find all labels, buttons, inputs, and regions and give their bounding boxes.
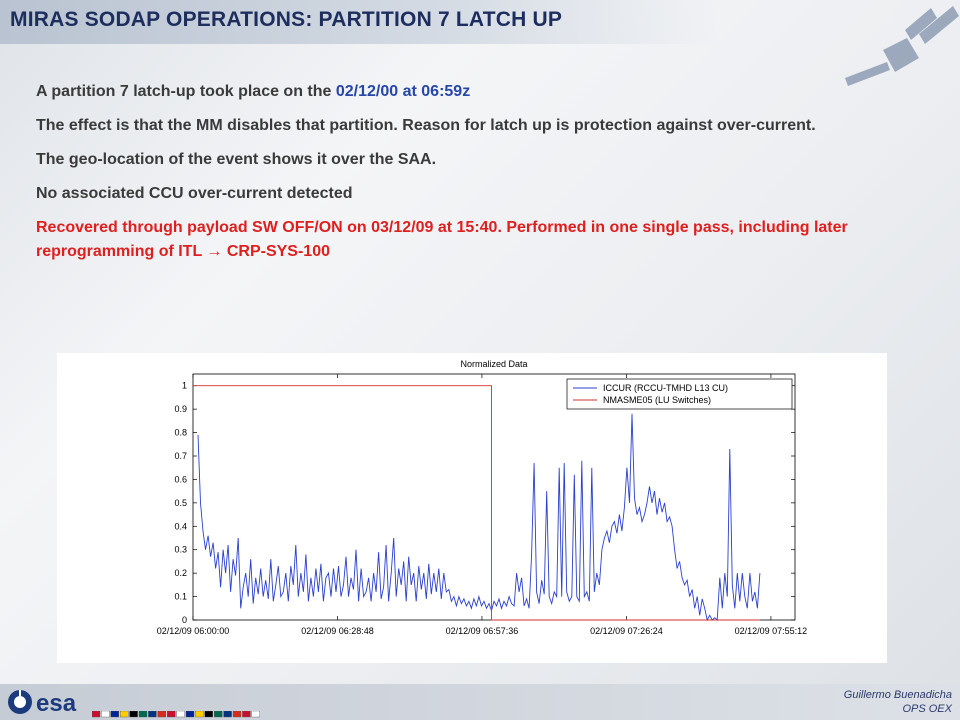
flag-icon (204, 711, 214, 718)
bullet-5: Recovered through payload SW OFF/ON on 0… (36, 216, 916, 264)
esa-logo: esa (8, 690, 77, 717)
bullet-2: The effect is that the MM disables that … (36, 117, 816, 134)
flag-icon (120, 711, 129, 718)
plot-panel: Normalized Data 0 0.1 0.2 0.3 0.4 0.5 0.6 0.7 0.8… (57, 353, 887, 663)
y-tick-label: 0.1 (174, 592, 187, 602)
y-tick-label: 0.7 (174, 451, 187, 461)
chart-title: Normalized Data (460, 359, 527, 369)
author-name: Guillermo Buenadicha (843, 689, 952, 701)
x-tick-label: 02/12/09 07:26:24 (590, 626, 663, 636)
y-tick-label: 0.8 (174, 428, 187, 438)
flag-icon (232, 711, 242, 718)
y-tick-label: 0.9 (174, 404, 187, 414)
y-tick-label: 0 (182, 615, 187, 625)
flag-icon (213, 711, 223, 718)
bullet-5-text: Recovered through payload SW OFF/ON on 0… (36, 219, 848, 260)
flag-icon (223, 711, 232, 718)
flag-icon (185, 711, 195, 718)
y-tick-label: 0.6 (174, 474, 187, 484)
flag-icon (129, 711, 138, 718)
y-tick-label: 1 (182, 381, 187, 391)
flag-icon (92, 711, 101, 718)
flag-icon (242, 711, 251, 718)
legend-box (566, 378, 793, 410)
normalized-data-chart: Normalized Data 0 0.1 0.2 0.3 0.4 0.5 0.6 0.7 0.8… (157, 359, 808, 636)
series-line-2 (193, 385, 760, 621)
x-tick-label: 02/12/09 06:28:48 (301, 626, 374, 636)
flag-icon (110, 711, 119, 718)
flag-icon (157, 711, 167, 718)
author-department: OPS OEX (902, 703, 952, 715)
flag-icon (176, 711, 185, 718)
title-bar (0, 0, 720, 44)
series-line-1 (197, 413, 761, 622)
bullet-list: A partition 7 latch-up took place on the… (36, 80, 916, 274)
plot-area (192, 373, 796, 621)
arrow-icon: → (206, 243, 223, 260)
y-tick-label: 0.2 (174, 568, 187, 578)
x-tick-label: 02/12/09 06:57:36 (446, 626, 519, 636)
bullet-4: No associated CCU over-current detected (36, 185, 353, 202)
y-tick-label: 0.4 (174, 521, 187, 531)
page-title: MIRAS SODAP OPERATIONS: PARTITION 7 LATC… (10, 8, 563, 31)
legend-label: ICCUR (RCCU-TMHD L13 CU) (603, 383, 728, 393)
flag-icon (101, 711, 110, 718)
legend-label: NMASME05 (LU Switches) (603, 395, 711, 405)
bullet-1: A partition 7 latch-up took place on the… (36, 80, 916, 104)
author-block: Guillermo Buenadicha OPS OEX (844, 688, 952, 716)
y-tick-label: 0.3 (174, 545, 187, 555)
flag-icon (195, 711, 204, 718)
flag-icon (251, 711, 261, 718)
event-datetime: 02/12/00 at 06:59z (335, 83, 471, 100)
flag-icon (166, 711, 176, 718)
satellite-logo-icon (845, 6, 959, 86)
bullet-3: The geo-location of the event shows it o… (36, 151, 437, 168)
flag-icon (138, 711, 148, 718)
member-flags (92, 711, 261, 718)
esa-logo-text: esa (36, 690, 77, 717)
x-tick-label: 02/12/09 06:00:00 (157, 626, 230, 636)
x-tick-label: 02/12/09 07:55:12 (735, 626, 808, 636)
bullet-1-text: A partition 7 latch-up took place on the (36, 83, 336, 100)
bullet-5-ref: CRP-SYS-100 (226, 243, 330, 260)
flag-icon (148, 711, 157, 718)
y-tick-label: 0.5 (174, 498, 187, 508)
